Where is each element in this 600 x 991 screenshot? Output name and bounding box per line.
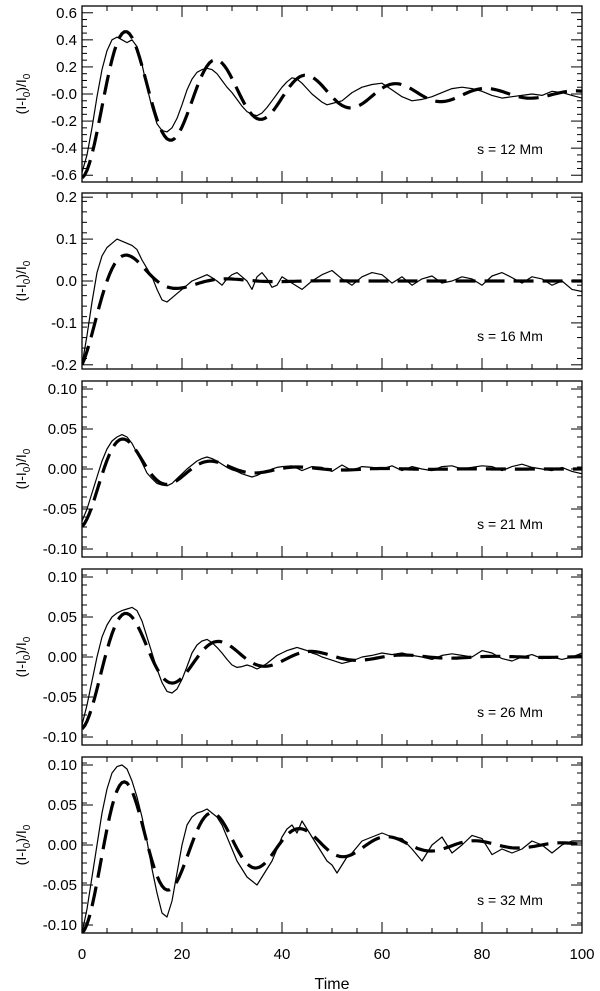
x-tick-label: 40	[274, 946, 291, 963]
y-tick-label: -0.1	[51, 315, 77, 332]
x-tick-label: 60	[374, 946, 391, 963]
panel-annotation: s = 32 Mm	[477, 892, 543, 908]
panel-3: -0.10-0.050.000.050.10s = 21 Mm(I-I0)/I0	[13, 380, 583, 558]
y-label-subscript: 0	[22, 842, 33, 848]
y-label-part: )/I	[13, 454, 29, 466]
y-label-part: (I-I	[13, 284, 29, 301]
y-label-subscript: 0	[22, 448, 33, 454]
fit-curve-4	[82, 611, 582, 731]
y-tick-label: 0.1	[56, 231, 77, 248]
y-tick-label: -0.10	[43, 729, 77, 746]
y-label-part: )/I	[13, 830, 29, 842]
data-curve-3	[82, 434, 582, 522]
y-axis-label: (I-I0)/I0	[13, 73, 33, 114]
y-label-part: (I-I	[13, 660, 29, 677]
y-tick-label: 0.10	[48, 569, 77, 586]
x-tick-label: 100	[569, 946, 594, 963]
panel-annotation: s = 12 Mm	[477, 141, 543, 157]
y-tick-label: 0.10	[48, 381, 77, 398]
fit-curve-2	[82, 253, 582, 366]
y-label-part: (I-I	[13, 97, 29, 114]
y-axis-label: (I-I0)/I0	[13, 448, 33, 489]
series-group	[82, 764, 582, 933]
series-group	[82, 238, 582, 366]
panel-annotation: s = 26 Mm	[477, 704, 543, 720]
panel-2: -0.2-0.10.00.10.2s = 16 Mm(I-I0)/I0	[13, 189, 583, 374]
y-tick-label: -0.10	[43, 541, 77, 558]
panel-5: -0.10-0.050.000.050.10s = 32 Mm(I-I0)/I0	[13, 756, 583, 934]
y-axis-label: (I-I0)/I0	[13, 824, 33, 865]
y-label-part: )/I	[13, 266, 29, 278]
y-label-subscript: 0	[22, 73, 33, 79]
data-curve-4	[82, 606, 582, 726]
y-label-subscript: 0	[22, 466, 33, 472]
panel-annotation: s = 21 Mm	[477, 516, 543, 532]
y-tick-label: -0.2	[51, 113, 77, 130]
y-label-subscript: 0	[22, 91, 33, 97]
y-label-part: (I-I	[13, 848, 29, 865]
y-tick-label: 0.4	[56, 32, 77, 49]
x-axis-title: Time	[315, 976, 350, 991]
y-label-subscript: 0	[22, 278, 33, 284]
x-axis: Time 0 20 40 60 80 100	[78, 946, 595, 991]
y-tick-label: -0.6	[51, 167, 77, 184]
y-tick-label: -0.10	[43, 917, 77, 934]
y-tick-label: 0.10	[48, 757, 77, 774]
y-tick-label: 0.00	[48, 837, 77, 854]
panel-1: -0.6-0.4-0.2-0.00.20.40.6s = 12 Mm(I-I0)…	[13, 5, 583, 184]
data-curve-2	[82, 238, 582, 365]
series-group	[82, 30, 582, 180]
fit-curve-5	[82, 780, 582, 933]
x-tick-label: 0	[78, 946, 86, 963]
y-tick-label: 0.05	[48, 797, 77, 814]
y-tick-label: 0.05	[48, 609, 77, 626]
y-label-subscript: 0	[22, 824, 33, 830]
series-group	[82, 434, 582, 528]
y-tick-label: -0.05	[43, 501, 77, 518]
y-label-part: (I-I	[13, 472, 29, 489]
series-group	[82, 606, 582, 731]
y-tick-label: -0.05	[43, 877, 77, 894]
y-label-subscript: 0	[22, 260, 33, 266]
y-tick-label: 0.0	[56, 273, 77, 290]
y-tick-label: 0.00	[48, 649, 77, 666]
y-tick-label: -0.0	[51, 86, 77, 103]
y-tick-label: -0.05	[43, 689, 77, 706]
panel-4: -0.10-0.050.000.050.10s = 26 Mm(I-I0)/I0	[13, 568, 583, 746]
panel-annotation: s = 16 Mm	[477, 328, 543, 344]
x-tick-label: 20	[174, 946, 191, 963]
y-label-subscript: 0	[22, 654, 33, 660]
y-tick-label: 0.05	[48, 421, 77, 438]
y-tick-label: 0.00	[48, 461, 77, 478]
y-axis-label: (I-I0)/I0	[13, 636, 33, 677]
fit-curve-1	[82, 30, 582, 180]
x-tick-label: 80	[474, 946, 491, 963]
y-tick-label: 0.2	[56, 189, 77, 206]
y-axis-label: (I-I0)/I0	[13, 260, 33, 301]
fit-curve-3	[82, 437, 582, 528]
y-label-part: )/I	[13, 642, 29, 654]
y-tick-label: -0.4	[51, 140, 77, 157]
y-tick-label: 0.2	[56, 59, 77, 76]
y-tick-label: -0.2	[51, 357, 77, 374]
y-label-subscript: 0	[22, 636, 33, 642]
chart-panels: -0.6-0.4-0.2-0.00.20.40.6s = 12 Mm(I-I0)…	[13, 5, 583, 934]
y-label-part: )/I	[13, 79, 29, 91]
y-tick-label: 0.6	[56, 5, 77, 22]
